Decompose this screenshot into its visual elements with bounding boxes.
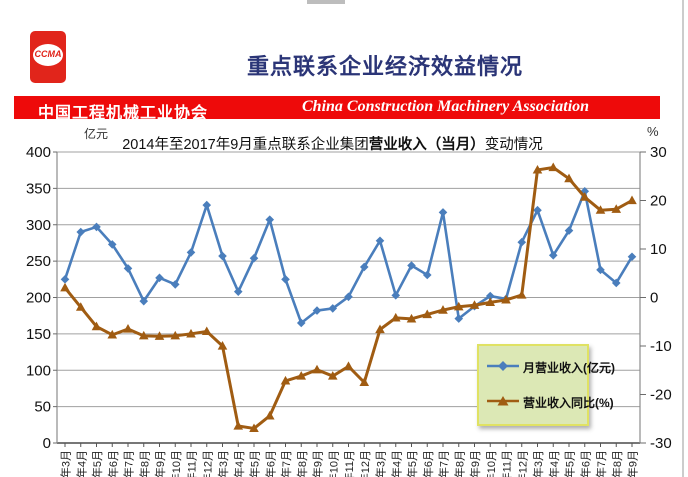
svg-text:30: 30 [650, 144, 667, 161]
svg-text:17年6月: 17年6月 [578, 450, 592, 477]
legend-label-monthly-revenue: 月营业收入(亿元) [523, 361, 615, 375]
yoy-growth-series [60, 162, 637, 433]
banner-english-name: China Construction Machinery Association [302, 98, 590, 115]
svg-text:50: 50 [34, 399, 51, 416]
chart-title-part2: 营业收入（当月） [368, 137, 485, 153]
monthly-revenue-line-icon [486, 359, 520, 377]
svg-text:250: 250 [26, 253, 51, 270]
svg-text:16年4月: 16年4月 [389, 450, 403, 477]
x-axis-labels: 14年3月 14年4月 14年5月 14年6月 14年7月 14年8月 14年9月 14年10… [59, 443, 640, 477]
page-right-border [682, 0, 684, 477]
ccma-logo-oval [33, 44, 63, 66]
svg-text:16年12月: 16年12月 [515, 450, 529, 477]
svg-text:300: 300 [26, 217, 51, 234]
svg-text:0: 0 [650, 290, 658, 307]
svg-text:100: 100 [26, 362, 51, 379]
left-axis-unit: 亿元 [84, 127, 109, 141]
legend-item-monthly-revenue: 月营业收入(亿元) [486, 359, 615, 377]
svg-text:14年6月: 14年6月 [106, 450, 120, 477]
svg-text:-10: -10 [650, 338, 672, 355]
svg-text:17年9月: 17年9月 [626, 450, 640, 477]
svg-text:15年3月: 15年3月 [216, 450, 230, 477]
svg-text:16年5月: 16年5月 [405, 450, 419, 477]
legend-label-yoy-growth: 营业收入同比(%) [523, 396, 614, 410]
svg-text:17年3月: 17年3月 [531, 450, 545, 477]
gridlines [57, 151, 640, 444]
chart-legend: 月营业收入(亿元) 营业收入同比(%) [477, 344, 615, 426]
ccma-logo-text: CCMA [34, 49, 62, 59]
legend-item-yoy-growth: 营业收入同比(%) [486, 394, 614, 412]
svg-text:15年11月: 15年11月 [342, 450, 356, 477]
svg-text:14年4月: 14年4月 [74, 450, 88, 477]
svg-text:16年9月: 16年9月 [468, 450, 482, 477]
svg-text:14年11月: 14年11月 [185, 450, 199, 477]
svg-text:400: 400 [26, 144, 51, 161]
chart-title-part1: 2014年至2017年9月重点联系企业集团 [122, 137, 369, 153]
svg-text:15年9月: 15年9月 [311, 450, 325, 477]
monthly-revenue-series [60, 186, 637, 328]
svg-text:14年7月: 14年7月 [122, 450, 136, 477]
svg-text:15年8月: 15年8月 [295, 450, 309, 477]
svg-text:16年3月: 16年3月 [374, 450, 388, 477]
svg-text:10: 10 [650, 241, 667, 258]
ccma-logo: CCMA [30, 31, 66, 83]
svg-text:350: 350 [26, 180, 51, 197]
left-axis-labels: 400 350 300 250 200 150 100 50 0 [26, 144, 57, 452]
chart-title: 2014年至2017年9月重点联系企业集团营业收入（当月）变动情况 [60, 133, 605, 154]
svg-text:17年7月: 17年7月 [594, 450, 608, 477]
svg-text:15年4月: 15年4月 [232, 450, 246, 477]
svg-text:16年11月: 16年11月 [500, 450, 514, 477]
svg-text:15年6月: 15年6月 [263, 450, 277, 477]
svg-text:20: 20 [650, 193, 667, 210]
chart-title-part3: 变动情况 [484, 137, 543, 153]
association-banner: 中国工程机械工业协会 China Construction Machinery … [14, 96, 660, 122]
yoy-growth-line-icon [486, 394, 520, 412]
svg-text:14年9月: 14年9月 [153, 450, 167, 477]
svg-text:17年8月: 17年8月 [610, 450, 624, 477]
svg-text:-20: -20 [650, 387, 672, 404]
banner-chinese-name: 中国工程机械工业协会 [38, 105, 209, 122]
right-axis-labels: 30 20 10 0 -10 -20 -30 [640, 144, 672, 452]
svg-text:0: 0 [43, 435, 51, 452]
right-axis-unit: % [647, 124, 659, 139]
svg-text:15年7月: 15年7月 [279, 450, 293, 477]
svg-text:16年6月: 16年6月 [421, 450, 435, 477]
svg-text:16年7月: 16年7月 [437, 450, 451, 477]
svg-text:200: 200 [26, 290, 51, 307]
svg-text:-30: -30 [650, 435, 672, 452]
svg-text:15年5月: 15年5月 [248, 450, 262, 477]
svg-text:150: 150 [26, 326, 51, 343]
svg-text:16年8月: 16年8月 [452, 450, 466, 477]
svg-text:15年12月: 15年12月 [358, 450, 372, 477]
svg-text:14年5月: 14年5月 [90, 450, 104, 477]
svg-text:16年10月: 16年10月 [484, 450, 498, 477]
svg-text:17年4月: 17年4月 [547, 450, 561, 477]
svg-text:15年10月: 15年10月 [326, 450, 340, 477]
svg-text:17年5月: 17年5月 [563, 450, 577, 477]
page-title: 重点联系企业经济效益情况 [246, 54, 523, 79]
window-edge-artifact [307, 0, 345, 4]
svg-text:14年10月: 14年10月 [169, 450, 183, 477]
svg-text:14年3月: 14年3月 [59, 450, 73, 477]
svg-text:14年8月: 14年8月 [137, 450, 151, 477]
svg-text:14年12月: 14年12月 [200, 450, 214, 477]
